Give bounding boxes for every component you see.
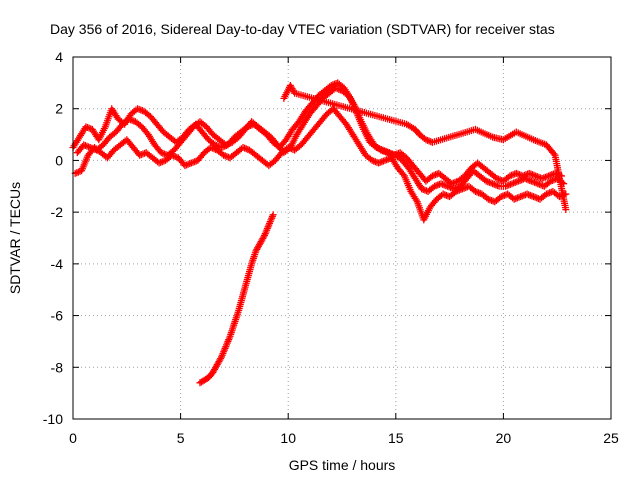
data-point-interp [217, 354, 225, 362]
x-tick-label: 20 [496, 430, 512, 446]
data-point-interp [260, 233, 268, 241]
x-axis-label: GPS time / hours [289, 457, 396, 473]
grid [73, 57, 611, 419]
x-tick-label: 5 [177, 430, 185, 446]
y-tick-label: 0 [55, 152, 63, 168]
x-tick-label: 10 [280, 430, 296, 446]
plot-frame [72, 56, 612, 420]
x-tick-label: 15 [388, 430, 404, 446]
series-lower [71, 105, 570, 224]
data-points [69, 79, 570, 387]
tick-labels: 0 5 10 15 20 25 -10 -8 -6 -4 -2 0 2 4 [43, 49, 619, 446]
data-point [269, 211, 277, 219]
chart-title: Day 356 of 2016, Sidereal Day-to-day VTE… [50, 21, 555, 37]
y-tick-label: 4 [55, 49, 63, 65]
series-spikes [280, 81, 570, 214]
y-tick-label: -6 [51, 308, 64, 324]
data-point [562, 206, 570, 214]
x-tick-label: 25 [603, 430, 619, 446]
y-tick-label: -8 [51, 359, 64, 375]
axis-ticks [72, 56, 612, 420]
data-point-interp [550, 150, 558, 158]
y-tick-label: -10 [43, 411, 63, 427]
series-dip [196, 211, 277, 387]
y-axis-label: SDTVAR / TECUs [7, 182, 23, 294]
y-tick-label: -4 [51, 256, 64, 272]
x-tick-label: 0 [69, 430, 77, 446]
y-tick-label: 2 [55, 101, 63, 117]
series-upper [73, 84, 566, 188]
y-tick-label: -2 [51, 204, 64, 220]
